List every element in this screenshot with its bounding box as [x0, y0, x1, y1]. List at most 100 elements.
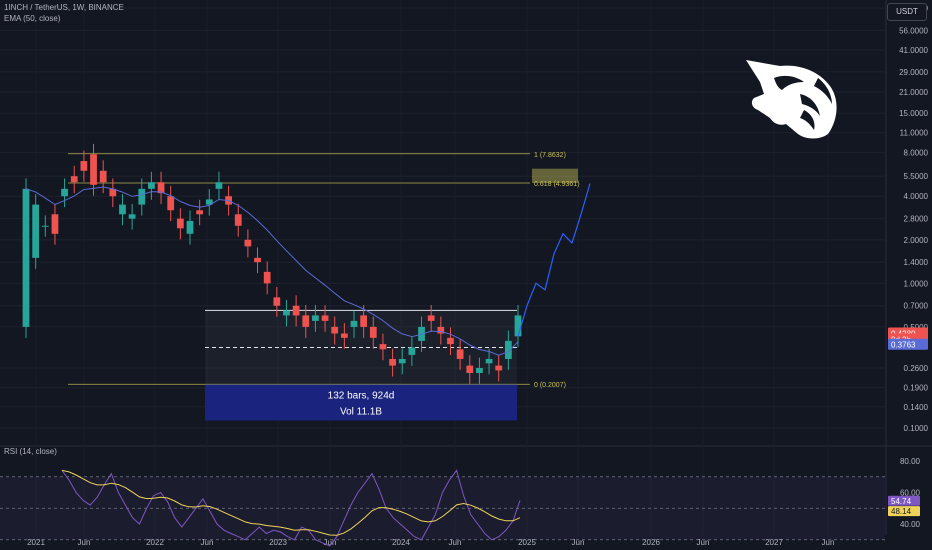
x-tick-label: Jun [572, 538, 585, 547]
candle-body [466, 365, 474, 373]
ema-line [25, 186, 519, 356]
candle-body [331, 326, 339, 334]
y-tick-label: 8.0000 [904, 149, 929, 158]
candle-body [369, 326, 377, 338]
target-zone-box [532, 168, 578, 184]
candle-body [389, 358, 396, 366]
candle-body [167, 196, 175, 211]
candle-body [273, 297, 281, 306]
y-tick-label: 0.1400 [904, 403, 929, 412]
symbol-title: 1INCH / TetherUS, 1W, BINANCE [4, 3, 124, 12]
y-tick-label: 4.0000 [904, 192, 929, 201]
x-tick-label: Jun [697, 538, 710, 547]
x-tick-label: Jun [324, 538, 337, 547]
candle-body [437, 326, 445, 334]
price-tag-label: 0.3763 [891, 341, 916, 350]
candle-body [90, 154, 97, 185]
stats-volume-label: Vol 11.1B [340, 406, 382, 417]
candle-body [244, 239, 252, 247]
candle-body [80, 161, 88, 171]
stats-box [205, 384, 517, 421]
x-tick-label: 2023 [269, 538, 287, 547]
candle-body [321, 315, 329, 321]
candle-body [408, 347, 416, 355]
fib-level-label: 0 (0.2007) [534, 382, 566, 389]
candle-body [41, 225, 49, 227]
candle-body [302, 315, 310, 327]
stats-bars-label: 132 bars, 924d [328, 390, 395, 401]
fib-level-label: 0.618 (4.9361) [534, 181, 580, 188]
x-tick-label: 2026 [642, 538, 660, 547]
candle-body [263, 271, 271, 284]
candle-body [456, 349, 464, 359]
candle-body [176, 218, 184, 229]
y-tick-label: 41.0000 [899, 46, 928, 55]
rsi-y-tick-label: 40.00 [900, 520, 921, 529]
y-tick-label: 0.1900 [904, 384, 929, 393]
candle-body [476, 367, 483, 373]
candle-body [485, 358, 493, 364]
candle-body [61, 188, 68, 197]
fib-level-label: 1 (7.8632) [534, 152, 566, 159]
x-tick-label: 2025 [518, 538, 536, 547]
y-tick-label: 2.0000 [904, 236, 929, 245]
candle-body [99, 170, 107, 183]
candle-body [350, 320, 358, 327]
candle-body [398, 358, 406, 364]
x-tick-label: 2024 [392, 538, 410, 547]
candle-body [447, 337, 454, 345]
candle-body [148, 182, 155, 189]
candle-body [51, 214, 59, 234]
candle-body [157, 182, 165, 194]
y-tick-label: 0.7000 [904, 302, 929, 311]
candle-body [234, 214, 242, 226]
candle-body [205, 199, 213, 205]
x-tick-label: Jun [201, 538, 214, 547]
y-tick-label: 21.0000 [899, 88, 928, 97]
candle-body [138, 188, 146, 205]
y-tick-label: 11.0000 [900, 129, 929, 138]
candle-body [495, 365, 503, 371]
y-tick-label: 56.0000 [899, 26, 928, 35]
logo-mane-shape-3 [814, 78, 832, 104]
logo-head-shape [746, 60, 837, 139]
logo-mane-shape-1 [800, 94, 820, 116]
unicorn-logo-icon [746, 60, 837, 139]
y-tick-label: 0.1000 [904, 424, 929, 433]
candle-body [186, 220, 194, 234]
candle-body [196, 210, 204, 215]
currency-button[interactable]: USDT [887, 3, 927, 21]
y-tick-label: 2.8000 [904, 215, 929, 224]
candle-body [379, 344, 387, 350]
x-tick-label: 2027 [765, 538, 783, 547]
y-tick-label: 29.0000 [899, 68, 928, 77]
candle-body [340, 333, 348, 338]
candle-body [119, 204, 126, 215]
candle-body [514, 315, 522, 337]
y-tick-label: 0.2600 [904, 364, 929, 373]
rsi-value-tag-bg [888, 506, 920, 517]
y-tick-label: 15.0000 [899, 109, 928, 118]
x-tick-label: 2022 [146, 538, 164, 547]
candle-body [32, 204, 40, 258]
candle-body [128, 214, 136, 219]
candle-body [360, 315, 368, 327]
rsi-value-tag-bg [888, 495, 920, 506]
y-tick-label: 5.5000 [904, 172, 929, 181]
rsi-band-fill [0, 476, 885, 540]
rsi-y-tick-label: 80.00 [900, 457, 921, 466]
candle-body [22, 188, 30, 327]
x-tick-label: Jun [78, 538, 91, 547]
candle-body [292, 305, 300, 316]
y-tick-label: 0.5000 [904, 323, 929, 332]
y-tick-label: 1.4000 [904, 258, 929, 267]
candle-body [504, 340, 512, 359]
candle-body [109, 188, 117, 197]
rsi-value-tag-label: 48.14 [891, 507, 912, 516]
y-tick-label: 1.0000 [904, 279, 929, 288]
candle-body [312, 315, 319, 321]
rsi-y-tick-label: 60.00 [900, 489, 921, 498]
logo-mane-shape-2 [800, 110, 815, 130]
candle-body [215, 182, 223, 189]
price-tag-bg [888, 338, 928, 350]
